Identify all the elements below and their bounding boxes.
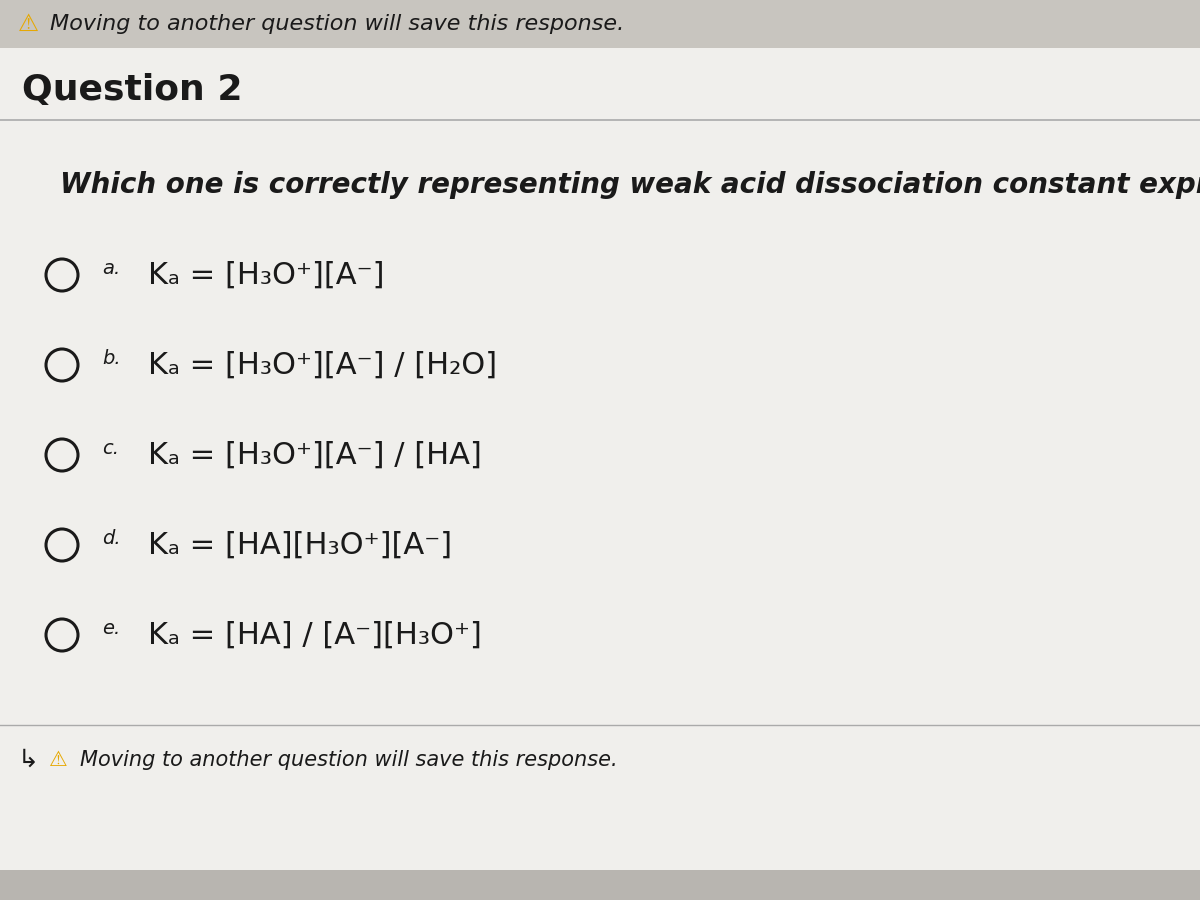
Text: ⚠: ⚠ xyxy=(18,12,38,36)
FancyBboxPatch shape xyxy=(0,48,1200,900)
Text: a.: a. xyxy=(102,259,120,278)
Text: Moving to another question will save this response.: Moving to another question will save thi… xyxy=(50,14,624,34)
Text: c.: c. xyxy=(102,439,119,458)
FancyBboxPatch shape xyxy=(0,870,1200,900)
Text: d.: d. xyxy=(102,529,121,548)
Text: ↳: ↳ xyxy=(18,748,38,772)
Text: b.: b. xyxy=(102,349,121,368)
FancyBboxPatch shape xyxy=(0,0,1200,48)
Text: Which one is correctly representing weak acid dissociation constant expression?: Which one is correctly representing weak… xyxy=(60,171,1200,199)
Text: Kₐ = [H₃O⁺][A⁻]: Kₐ = [H₃O⁺][A⁻] xyxy=(148,260,384,290)
Text: Kₐ = [HA] / [A⁻][H₃O⁺]: Kₐ = [HA] / [A⁻][H₃O⁺] xyxy=(148,620,482,650)
Text: e.: e. xyxy=(102,619,120,638)
Text: ⚠: ⚠ xyxy=(49,750,67,770)
Text: Question 2: Question 2 xyxy=(22,73,242,107)
Text: Kₐ = [H₃O⁺][A⁻] / [H₂O]: Kₐ = [H₃O⁺][A⁻] / [H₂O] xyxy=(148,350,497,380)
Text: Moving to another question will save this response.: Moving to another question will save thi… xyxy=(80,750,618,770)
Text: Kₐ = [HA][H₃O⁺][A⁻]: Kₐ = [HA][H₃O⁺][A⁻] xyxy=(148,530,452,560)
Text: Kₐ = [H₃O⁺][A⁻] / [HA]: Kₐ = [H₃O⁺][A⁻] / [HA] xyxy=(148,440,482,470)
